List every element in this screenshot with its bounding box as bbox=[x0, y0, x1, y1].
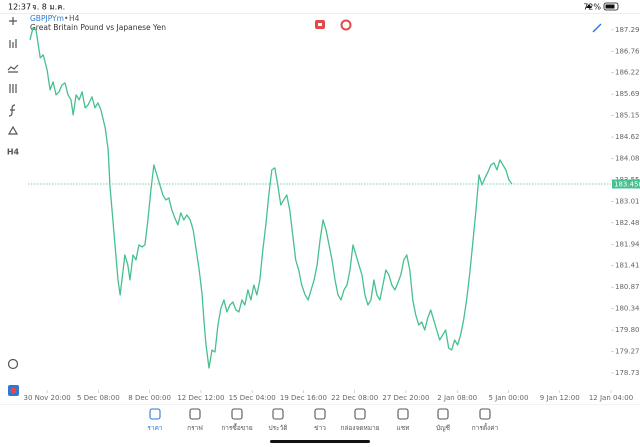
tab[interactable]: ข่าว bbox=[314, 408, 326, 432]
crosshair-button[interactable] bbox=[9, 17, 17, 25]
battery-level bbox=[605, 4, 615, 9]
symbol-description: Great Britain Pound vs Japanese Yen bbox=[30, 23, 166, 32]
y-tick-label: 180.875 bbox=[615, 283, 640, 291]
tab-icon bbox=[189, 408, 201, 420]
tab-icon bbox=[397, 408, 409, 420]
price-line bbox=[29, 27, 513, 369]
tab-icon bbox=[231, 408, 243, 420]
y-tick-label: 185.155 bbox=[615, 112, 640, 120]
x-tick-label: 19 Dec 16:00 bbox=[280, 394, 327, 402]
tab-icon bbox=[149, 408, 161, 420]
draw-tool-button[interactable] bbox=[592, 23, 602, 33]
y-tick-label: 184.620 bbox=[615, 133, 640, 141]
x-tick-label: 5 Dec 08:00 bbox=[77, 394, 120, 402]
app-logo-dot bbox=[10, 387, 17, 394]
search-button[interactable] bbox=[7, 358, 19, 370]
y-tick-label: 178.735 bbox=[615, 369, 640, 377]
tab-label: กราฟ bbox=[187, 424, 203, 432]
home-indicator bbox=[270, 440, 370, 443]
function-button[interactable] bbox=[8, 104, 16, 117]
symbol[interactable]: GBPJPYm bbox=[30, 14, 64, 23]
x-tick-label: 5 Jan 00:00 bbox=[489, 394, 529, 402]
tab-label: ข่าว bbox=[314, 424, 326, 432]
wifi-icon bbox=[586, 4, 592, 8]
tab[interactable]: ประวัติ bbox=[269, 408, 288, 432]
y-tick-label: 181.410 bbox=[615, 262, 640, 270]
tab[interactable]: กราฟ bbox=[187, 408, 203, 432]
y-tick-label: 184.085 bbox=[615, 155, 640, 163]
tab-icon bbox=[272, 408, 284, 420]
tab-icon bbox=[479, 408, 491, 420]
tab[interactable]: กล่องจดหมาย bbox=[340, 408, 380, 432]
current-price-label: 183.450 bbox=[614, 180, 640, 188]
y-tick-label: 186.760 bbox=[615, 47, 640, 55]
tab-icon bbox=[354, 408, 366, 420]
tab-icon bbox=[314, 408, 326, 420]
x-tick-label: 30 Nov 20:00 bbox=[23, 394, 70, 402]
y-tick-label: 186.225 bbox=[615, 69, 640, 77]
y-tick-label: 185.690 bbox=[615, 90, 640, 98]
tab[interactable]: แชท bbox=[397, 408, 410, 432]
tab[interactable]: บัญชี bbox=[436, 408, 451, 432]
trade-button-glyph bbox=[318, 23, 322, 26]
y-tick-label: 182.480 bbox=[615, 219, 640, 227]
status-date: จ. 8 ม.ค. bbox=[32, 3, 65, 12]
tab[interactable]: การซื้อขาย bbox=[221, 408, 253, 432]
tab-label: กล่องจดหมาย bbox=[340, 424, 379, 432]
x-tick-label: 22 Dec 08:00 bbox=[331, 394, 378, 402]
bullet: • bbox=[64, 14, 68, 23]
left-toolbar bbox=[7, 17, 19, 370]
chart-type-button[interactable] bbox=[9, 39, 17, 48]
x-tick-label: 12 Jan 04:00 bbox=[589, 394, 633, 402]
indicators-button[interactable] bbox=[7, 64, 19, 73]
tab-label: บัญชี bbox=[436, 424, 451, 432]
x-tick-label: 8 Dec 00:00 bbox=[128, 394, 171, 402]
y-tick-label: 183.015 bbox=[615, 197, 640, 205]
header-timeframe: H4 bbox=[69, 14, 80, 23]
timeframe-button[interactable]: H4 bbox=[7, 148, 20, 157]
y-tick-label: 179.805 bbox=[615, 326, 640, 334]
tab-icon bbox=[437, 408, 449, 420]
tab-label: ประวัติ bbox=[269, 424, 288, 432]
tab-label: ราคา bbox=[147, 424, 162, 432]
settings-button[interactable] bbox=[9, 84, 17, 93]
tab-label: การตั้งค่า bbox=[472, 423, 499, 432]
status-time: 12:37 bbox=[8, 3, 31, 12]
x-tick-label: 15 Dec 04:00 bbox=[229, 394, 276, 402]
x-tick-label: 2 Jan 08:00 bbox=[437, 394, 477, 402]
tab[interactable]: การตั้งค่า bbox=[472, 408, 499, 432]
tab-label: แชท bbox=[397, 424, 410, 432]
status-battery: 72% bbox=[583, 3, 601, 12]
current-price-box bbox=[612, 179, 640, 189]
x-tick-label: 12 Dec 12:00 bbox=[177, 394, 224, 402]
y-tick-label: 187.295 bbox=[615, 26, 640, 34]
battery-icon bbox=[603, 2, 619, 11]
one-click-button[interactable] bbox=[340, 19, 352, 31]
x-tick-label: 27 Dec 20:00 bbox=[382, 394, 429, 402]
y-tick-label: 181.945 bbox=[615, 240, 640, 248]
tab-label: การซื้อขาย bbox=[221, 423, 252, 432]
x-tick-label: 9 Jan 12:00 bbox=[540, 394, 580, 402]
objects-button[interactable] bbox=[7, 125, 19, 135]
tab[interactable]: ราคา bbox=[147, 408, 163, 432]
y-tick-label: 179.270 bbox=[615, 348, 640, 356]
y-tick-label: 180.340 bbox=[615, 305, 640, 313]
